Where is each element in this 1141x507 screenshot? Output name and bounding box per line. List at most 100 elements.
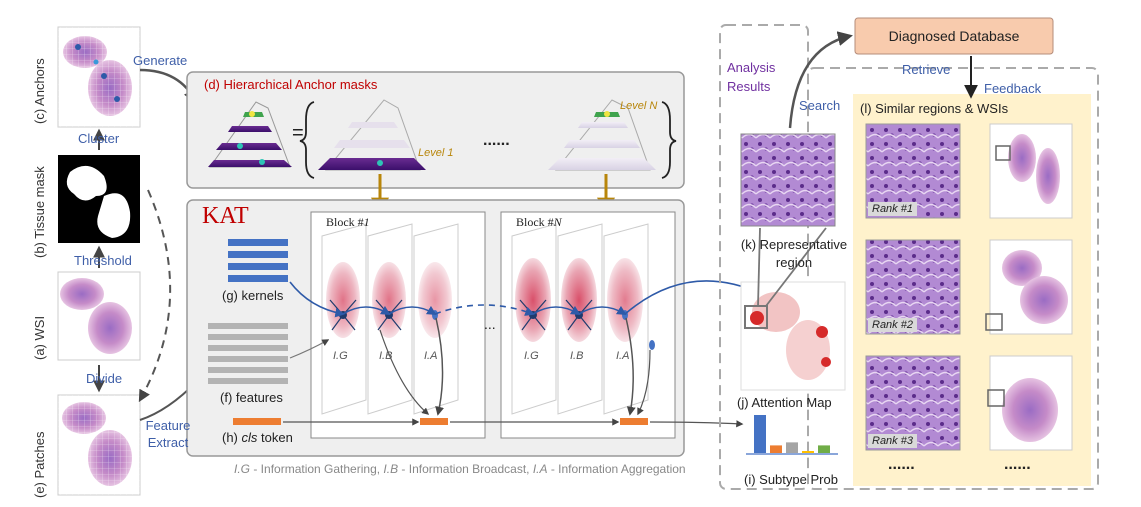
divide-label: Divide	[86, 371, 123, 386]
rank2-wsi-tissue-a	[1002, 250, 1042, 286]
cls-token-block1	[420, 418, 448, 425]
representative-line-1: (k) Representative	[740, 237, 848, 252]
legend-ib-text: - Information Broadcast,	[398, 462, 533, 476]
block-N-ib-label: I.B	[570, 350, 584, 362]
open-brace	[299, 101, 315, 179]
rank1-wsi-tissue-a	[1008, 134, 1036, 182]
legend-ig-text: - Information Gathering,	[250, 462, 384, 476]
block-N-number: N	[553, 215, 562, 229]
threshold-label: Threshold	[74, 253, 132, 268]
kernel-flow-3	[388, 305, 437, 315]
features-label: (f) features	[220, 390, 283, 405]
kernel-flow-4	[532, 305, 581, 315]
kernels-label: (g) kernels	[222, 288, 284, 303]
anchor-masks-title: (d) Hierarchical Anchor masks	[204, 77, 378, 92]
rank3-wsi-marker	[987, 389, 1005, 407]
anchor-pyramid-levelN	[548, 99, 656, 171]
cls-word: cls	[241, 430, 258, 445]
tissue-mask-label: (b) Tissue mask	[32, 166, 47, 258]
equals-sign: =	[292, 122, 304, 144]
subtype-prob-chart	[754, 415, 830, 453]
anchors-tissue	[58, 27, 140, 127]
cls-prefix: (h)	[222, 430, 242, 445]
block-N-prefix: Block #	[516, 215, 554, 229]
subtype-bar-4	[802, 451, 814, 453]
kernel-flow-1	[289, 281, 345, 318]
legend-ia: I.A	[532, 462, 548, 476]
block-N-ig-label: I.G	[524, 350, 539, 362]
ia-arrow-1b	[379, 329, 430, 415]
rank1-wsi-marker	[995, 145, 1011, 161]
search-label: Search	[799, 98, 841, 113]
block-1-prefix: Block #	[326, 215, 364, 229]
patches-grid	[58, 395, 140, 495]
kernel-flow-5	[578, 305, 627, 315]
cls-token-icon	[233, 418, 281, 425]
block-1-slides	[321, 223, 459, 415]
subtype-bar-3	[786, 442, 798, 453]
rank-1-badge: Rank #1	[868, 202, 917, 216]
block-N-label: Block #N	[516, 215, 562, 230]
features-flow	[289, 339, 330, 359]
mask-to-patches-arrow	[138, 189, 172, 403]
cls-token-label: (h) cls token	[222, 430, 293, 445]
analysis-results-label: Analysis Results	[727, 58, 775, 96]
wsi-tissue-2	[88, 302, 132, 354]
cls-suffix: token	[257, 430, 293, 445]
subtype-bar-5	[818, 445, 830, 453]
anchor-pyramid-full	[208, 101, 292, 168]
rank2-wsi-marker	[985, 313, 1003, 331]
legend-ia-text: - Information Aggregation	[547, 462, 686, 476]
tissue-mask-shape-1	[66, 165, 107, 201]
block-1-label: Block #1	[326, 215, 370, 230]
features-icon	[208, 323, 288, 384]
block-N-ia-label: I.A	[616, 350, 630, 362]
attention-blob-1	[752, 292, 800, 332]
subtype-prob-label: (i) Subtype Prob	[744, 472, 838, 487]
attention-map-label: (j) Attention Map	[737, 395, 832, 410]
anchor-pyramid-level1	[318, 99, 426, 171]
rank-3-badge: Rank #3	[868, 434, 917, 448]
rank2-wsi-tissue-b	[1020, 276, 1068, 324]
attention-focus-box	[744, 305, 768, 329]
feature-extract-line-2: Extract	[147, 435, 189, 450]
analysis-line-1: Analysis	[727, 60, 776, 75]
block-1-ia-label: I.A	[424, 350, 438, 362]
subtype-bar-1	[754, 415, 766, 453]
cls-to-subtype-arrow	[649, 420, 744, 428]
wsi-label: (a) WSI	[32, 315, 47, 360]
subtype-bar-2	[770, 445, 782, 453]
focus-link-2	[765, 227, 827, 307]
diagnosed-database-box	[854, 17, 1054, 55]
diagnosed-database-label: Diagnosed Database	[888, 28, 1020, 44]
kat-title: KAT	[202, 203, 249, 229]
patches-label: (e) Patches	[32, 431, 47, 498]
ia-arrow-Nb	[637, 349, 651, 416]
legend-ig: I.G	[234, 462, 251, 476]
ia-arrow-Na	[625, 317, 636, 416]
feature-extract-label: Feature Extract	[140, 417, 196, 451]
feedback-label: Feedback	[984, 81, 1042, 96]
kernel-flow-2	[342, 305, 391, 315]
block-1-ib-label: I.B	[379, 350, 393, 362]
feature-extract-line-1: Feature	[145, 418, 191, 433]
search-arrow	[788, 31, 853, 129]
block-1-ig-label: I.G	[333, 350, 348, 362]
more-regions-ellipsis: ......	[888, 456, 915, 473]
block-1-number: 1	[363, 215, 370, 229]
blocks-ellipsis: ...	[484, 316, 496, 332]
cluster-label: Cluster	[78, 131, 120, 146]
kernel-flow-dashed	[434, 304, 535, 316]
retrieve-label: Retrieve	[902, 62, 951, 77]
rank3-wsi-tissue	[1002, 378, 1058, 442]
ia-arrow-1a	[435, 317, 444, 416]
representative-region-image	[740, 133, 836, 227]
analysis-line-2: Results	[727, 79, 771, 94]
rank-2-badge: Rank #2	[868, 318, 917, 332]
wsi-tissue-1	[60, 278, 104, 310]
anchors-label: (c) Anchors	[32, 58, 47, 124]
legend-ib: I.B	[383, 462, 399, 476]
focus-link-1	[757, 227, 761, 307]
level-1-label: Level 1	[418, 147, 454, 159]
